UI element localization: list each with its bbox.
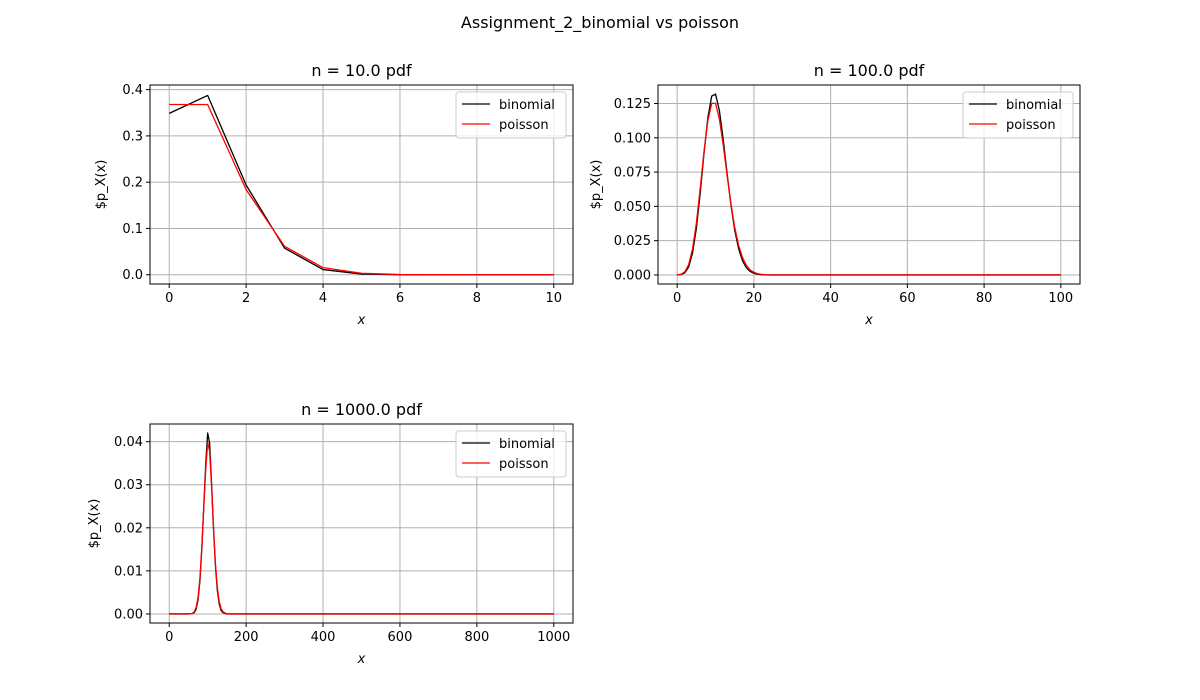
y-tick-label: 0.03 — [114, 478, 143, 493]
subplot-2: 0 20 40 60 80 100 0.000 0.025 0.050 0.075 0.100 0.1… — [589, 61, 1081, 328]
x-tick-label: 6 — [396, 291, 404, 306]
x-tick-label: 10 — [545, 291, 562, 306]
legend: binomial poisson — [962, 91, 1074, 139]
legend-label-binomial: binomial — [499, 98, 555, 113]
x-tick-label: 600 — [388, 630, 413, 645]
x-tick-label: 0 — [673, 291, 681, 306]
x-tick-label: 0 — [165, 630, 173, 645]
y-tick-label: 0.075 — [614, 166, 651, 181]
legend-label-poisson: poisson — [1006, 118, 1056, 133]
x-axis-label: x — [357, 313, 366, 328]
y-tick-label: 0.00 — [114, 607, 143, 622]
y-tick-label: 0.3 — [122, 129, 143, 144]
legend: binomial poisson — [455, 91, 567, 139]
y-tick-label: 0.02 — [114, 521, 143, 536]
x-tick-label: 0 — [165, 291, 173, 306]
x-tick-label: 1000 — [537, 630, 570, 645]
subplot-title: n = 1000.0 pdf — [301, 400, 422, 419]
y-tick-label: 0.2 — [122, 176, 143, 191]
y-tick-label: 0.100 — [614, 131, 651, 146]
subplot-title: n = 10.0 pdf — [311, 61, 412, 80]
axes-container: 0 2 4 6 8 10 0.0 0.1 0.2 0.3 0.4 n = 10.0 pdf x $p_X(… — [87, 61, 1081, 667]
series-line-poisson — [169, 103, 554, 276]
axes-frame — [149, 423, 574, 624]
subplot-title: n = 100.0 pdf — [814, 61, 925, 80]
y-axis-label: $p_X(x) — [94, 160, 109, 210]
y-tick-label: 0.04 — [114, 435, 143, 450]
x-tick-label: 100 — [1048, 291, 1073, 306]
x-tick-label: 80 — [976, 291, 993, 306]
y-axis-label: $p_X(x) — [87, 499, 102, 549]
x-tick-label: 800 — [464, 630, 489, 645]
series-line-poisson — [677, 102, 1061, 276]
x-tick-label: 40 — [822, 291, 839, 306]
x-tick-label: 400 — [311, 630, 336, 645]
axes-frame — [149, 84, 574, 285]
legend-label-poisson: poisson — [499, 118, 549, 133]
legend-label-poisson: poisson — [499, 457, 549, 472]
x-axis-label: x — [864, 313, 873, 328]
x-tick-label: 20 — [746, 291, 763, 306]
y-tick-label: 0.1 — [122, 222, 143, 237]
y-axis-label: $p_X(x) — [589, 160, 604, 210]
y-tick-label: 0.125 — [614, 97, 651, 112]
x-tick-label: 60 — [899, 291, 916, 306]
x-tick-label: 200 — [234, 630, 259, 645]
legend: binomial poisson — [455, 430, 567, 478]
y-tick-label: 0.000 — [614, 268, 651, 283]
y-tick-label: 0.050 — [614, 200, 651, 215]
x-tick-label: 2 — [242, 291, 250, 306]
subplot-1: 0 2 4 6 8 10 0.0 0.1 0.2 0.3 0.4 n = 10.0 pdf x $p_X(… — [94, 61, 574, 328]
x-axis-label: x — [357, 652, 366, 667]
y-tick-label: 0.0 — [122, 268, 143, 283]
subplot-3: 0 200 400 600 800 1000 0.00 0.01 0.02 0.03 0.04 n =… — [87, 400, 574, 667]
figure-title: Assignment_2_binomial vs poisson — [461, 13, 739, 33]
y-tick-label: 0.01 — [114, 564, 143, 579]
axes-frame — [657, 84, 1081, 285]
y-tick-label: 0.025 — [614, 234, 651, 249]
legend-label-binomial: binomial — [1006, 98, 1062, 113]
x-tick-label: 4 — [319, 291, 327, 306]
x-tick-label: 8 — [473, 291, 481, 306]
legend-label-binomial: binomial — [499, 437, 555, 452]
series-line-poisson — [169, 441, 554, 615]
y-tick-label: 0.4 — [122, 83, 143, 98]
